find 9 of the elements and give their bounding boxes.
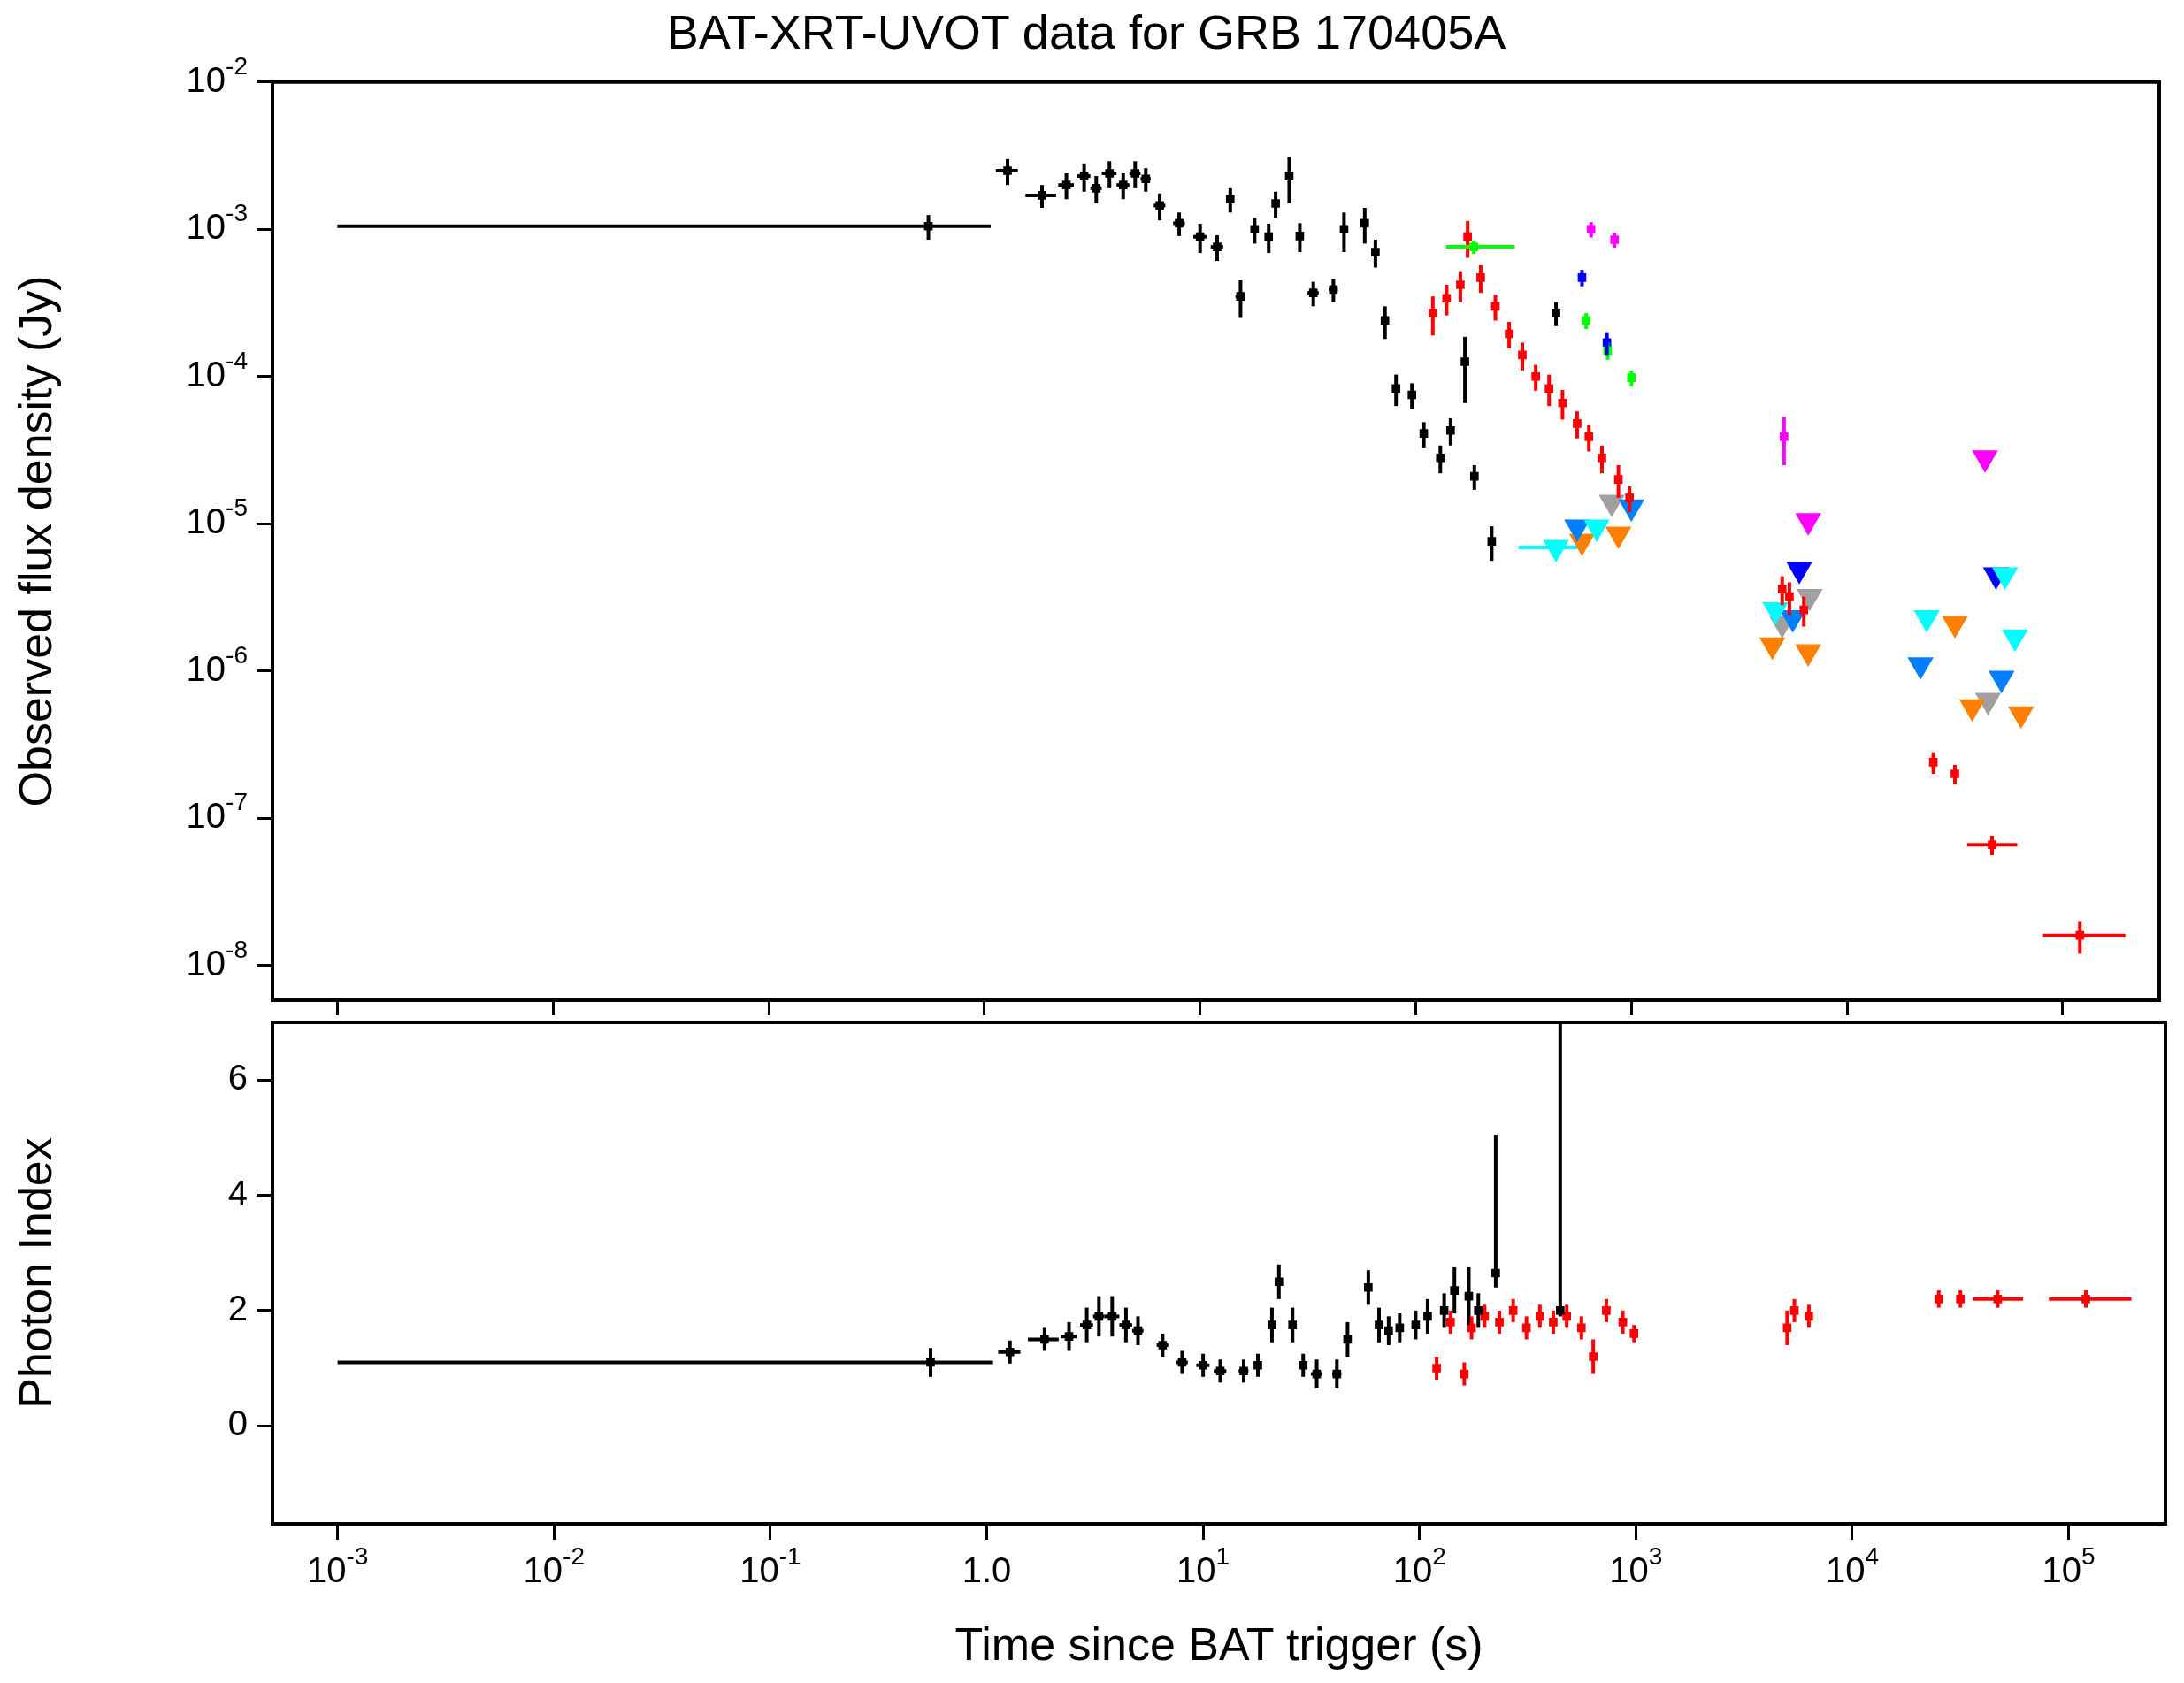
x-tick-label: 1.0 bbox=[962, 1550, 1012, 1590]
chart-title: BAT-XRT-UVOT data for GRB 170405A bbox=[666, 5, 1506, 59]
y-axis-title: Photon Index bbox=[9, 1137, 61, 1409]
y-tick-label: 0 bbox=[227, 1404, 248, 1443]
y-tick-label: 6 bbox=[227, 1058, 248, 1098]
x-axis-title: Time since BAT trigger (s) bbox=[954, 1618, 1483, 1671]
y-axis-title: Observed flux density (Jy) bbox=[9, 275, 61, 807]
y-tick-label: 4 bbox=[227, 1173, 248, 1213]
y-tick-label: 2 bbox=[227, 1288, 248, 1327]
